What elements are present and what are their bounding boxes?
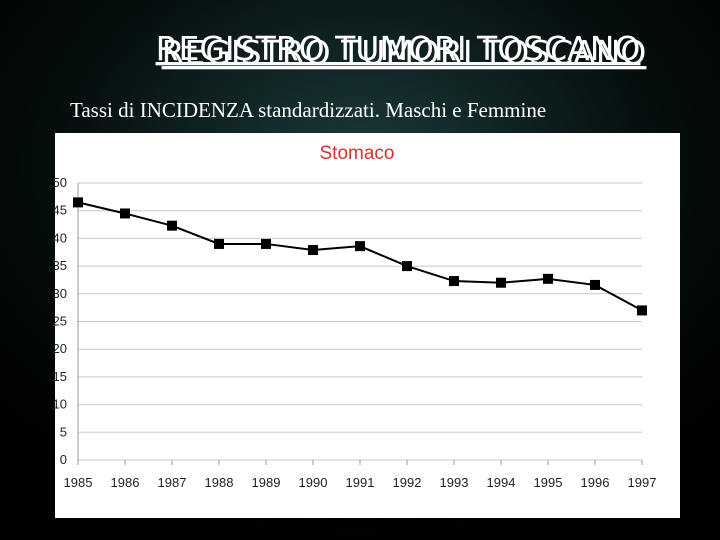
y-tick-label: 30 — [53, 286, 67, 301]
point — [496, 277, 506, 288]
point — [120, 208, 130, 219]
title-shadow: REGISTRO TUMORI TOSCANO — [162, 33, 647, 72]
y-tick-label: 15 — [53, 369, 67, 384]
point — [73, 197, 83, 208]
y-tick-label: 45 — [53, 203, 67, 218]
x-tick-label: 1992 — [393, 475, 422, 490]
subtitle: Tassi di INCIDENZA standardizzati. Masch… — [70, 98, 546, 122]
point — [308, 245, 318, 256]
x-tick-label: 1993 — [440, 475, 469, 490]
slide-title: REGISTRO TUMORI TOSCANO — [156, 29, 641, 68]
point — [543, 273, 553, 284]
point — [261, 238, 271, 249]
point — [402, 261, 412, 272]
y-tick-label: 5 — [60, 424, 67, 439]
point — [214, 238, 224, 249]
x-tick-label: 1995 — [534, 475, 563, 490]
x-tick-label: 1989 — [252, 475, 281, 490]
point — [637, 305, 647, 316]
x-tick-label: 1988 — [205, 475, 234, 490]
y-tick-label: 10 — [53, 397, 67, 412]
x-tick-label: 1997 — [628, 475, 657, 490]
y-tick-label: 25 — [53, 314, 67, 329]
x-tick-label: 1985 — [64, 475, 93, 490]
chart-panel — [55, 133, 680, 518]
point — [167, 220, 177, 231]
point — [590, 279, 600, 290]
y-tick-label: 50 — [53, 175, 67, 190]
y-tick-label: 20 — [53, 341, 67, 356]
plot: 0 5 10 15 20 25 30 35 40 45 50 1985 1986 1987 1988 1989… — [53, 175, 657, 490]
point — [355, 241, 365, 252]
x-tick-label: 1991 — [346, 475, 375, 490]
y-tick-label: 40 — [53, 230, 67, 245]
x-tick-label: 1987 — [158, 475, 187, 490]
x-tick-label: 1994 — [487, 475, 516, 490]
y-tick-label: 0 — [60, 452, 67, 467]
x-tick-label: 1990 — [299, 475, 328, 490]
x-tick-label: 1986 — [111, 475, 140, 490]
chart-title: Stomaco — [320, 143, 395, 164]
x-tick-label: 1996 — [581, 475, 610, 490]
point — [449, 276, 459, 287]
y-tick-label: 35 — [53, 258, 67, 273]
